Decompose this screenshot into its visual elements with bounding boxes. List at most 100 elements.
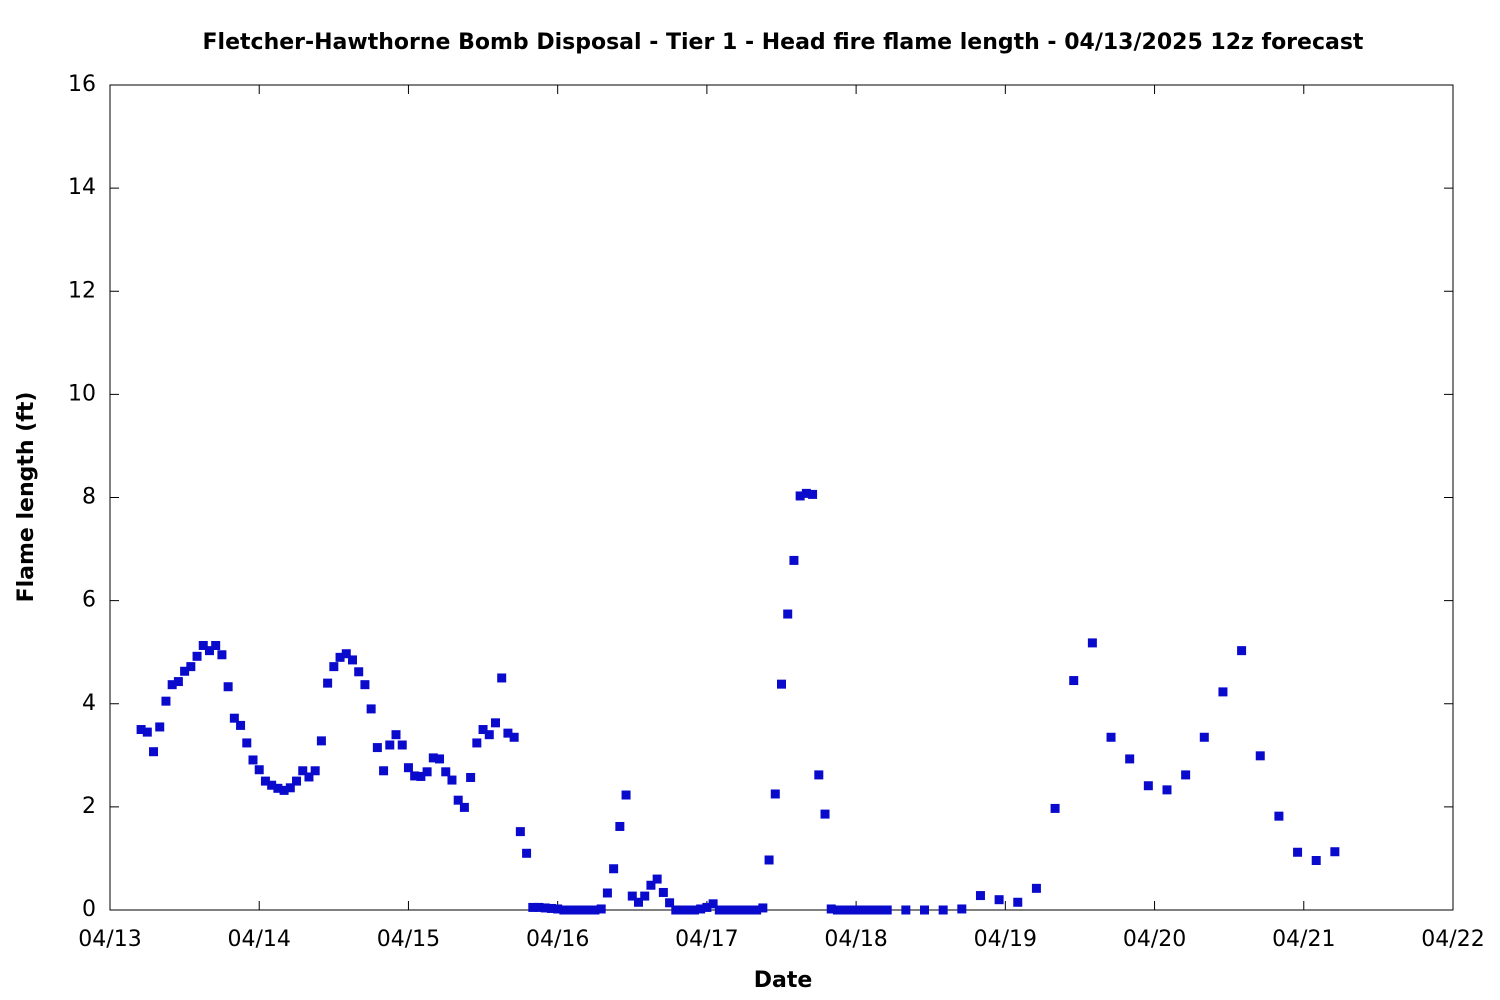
point — [764, 855, 774, 865]
point — [410, 771, 420, 781]
point — [546, 903, 556, 913]
point — [609, 864, 619, 874]
point — [1125, 754, 1135, 764]
point — [578, 905, 588, 915]
point — [1143, 781, 1153, 791]
point — [689, 905, 699, 915]
x-tick-label: 04/18 — [824, 927, 887, 952]
y-tick-label: 2 — [82, 794, 96, 819]
x-tick-label: 04/21 — [1272, 927, 1335, 952]
point — [497, 673, 507, 683]
point — [975, 891, 985, 901]
x-tick-label: 04/14 — [228, 927, 291, 952]
point — [1162, 785, 1172, 795]
x-tick-label: 04/13 — [78, 927, 141, 952]
point — [708, 899, 718, 909]
point — [832, 905, 842, 915]
point — [329, 662, 339, 672]
point — [223, 682, 233, 692]
x-tick-label: 04/22 — [1421, 927, 1484, 952]
point — [1013, 897, 1023, 907]
point — [260, 776, 270, 786]
point — [347, 655, 357, 665]
point — [192, 651, 202, 661]
point — [466, 772, 476, 782]
point — [360, 680, 370, 690]
point — [298, 766, 308, 776]
point — [229, 713, 239, 723]
x-tick-label: 04/15 — [377, 927, 440, 952]
point — [745, 905, 755, 915]
point — [285, 783, 295, 793]
point — [391, 730, 401, 740]
point — [615, 821, 625, 831]
x-axis-label: Date — [754, 968, 813, 993]
point — [1255, 751, 1265, 761]
y-tick-label: 12 — [68, 278, 96, 303]
point — [1087, 638, 1097, 648]
point — [304, 772, 314, 782]
point — [515, 827, 525, 837]
point — [920, 905, 930, 915]
point — [459, 802, 469, 812]
point — [248, 755, 258, 765]
point — [658, 887, 668, 897]
point — [528, 902, 538, 912]
point — [901, 905, 911, 915]
chart-title: Fletcher-Hawthorne Bomb Disposal - Tier … — [203, 30, 1364, 55]
point — [472, 738, 482, 748]
point — [341, 649, 351, 659]
point — [1330, 847, 1340, 857]
point — [372, 743, 382, 753]
point — [752, 905, 762, 915]
point — [596, 904, 606, 914]
point — [590, 905, 600, 915]
point — [397, 740, 407, 750]
point — [621, 790, 631, 800]
point — [142, 727, 152, 737]
point — [1237, 646, 1247, 656]
point — [640, 891, 650, 901]
point — [652, 874, 662, 884]
y-tick-label: 4 — [82, 691, 96, 716]
point — [957, 904, 967, 914]
y-tick-label: 10 — [68, 381, 96, 406]
point — [758, 903, 768, 913]
point — [490, 718, 500, 728]
point — [1218, 687, 1228, 697]
point — [273, 783, 283, 793]
point — [696, 904, 706, 914]
point — [354, 667, 364, 677]
point — [292, 776, 302, 786]
point — [385, 740, 395, 750]
point — [665, 898, 675, 908]
point — [845, 905, 855, 915]
point — [204, 646, 214, 656]
point — [484, 730, 494, 740]
point — [1181, 770, 1191, 780]
point — [808, 489, 818, 499]
point — [627, 891, 637, 901]
y-tick-label: 6 — [82, 588, 96, 613]
plot-frame — [109, 84, 1454, 911]
y-tick-label: 8 — [82, 485, 96, 510]
point — [186, 662, 196, 672]
point — [864, 905, 874, 915]
point — [316, 736, 326, 746]
point — [323, 678, 333, 688]
point — [677, 905, 687, 915]
point — [733, 905, 743, 915]
point — [161, 696, 171, 706]
point — [777, 679, 786, 689]
point — [721, 905, 731, 915]
point — [633, 897, 643, 907]
point — [683, 905, 693, 915]
point — [795, 491, 805, 501]
point — [559, 905, 569, 915]
point — [403, 763, 413, 773]
point — [1293, 847, 1303, 857]
point — [167, 680, 177, 690]
point — [217, 650, 227, 660]
x-tick-label: 04/20 — [1123, 927, 1186, 952]
